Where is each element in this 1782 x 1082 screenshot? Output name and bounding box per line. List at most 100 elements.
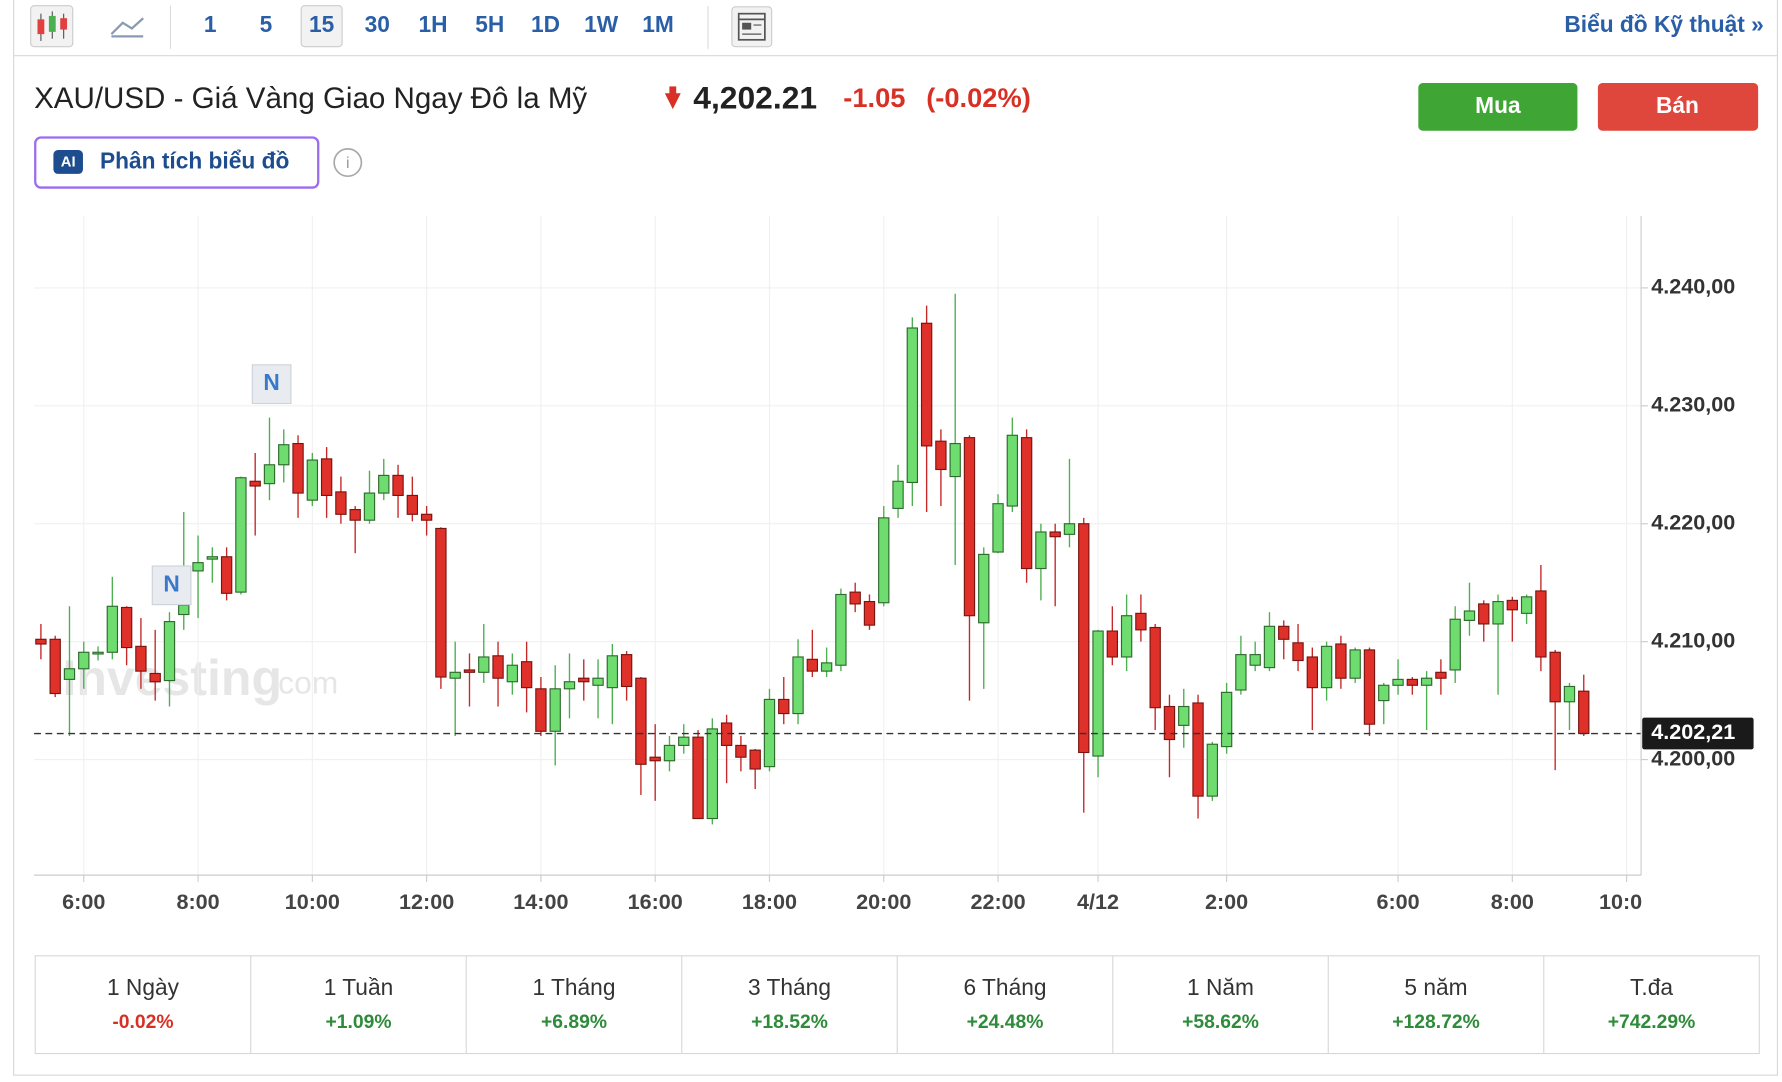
candle-body xyxy=(192,562,204,572)
sell-button[interactable] xyxy=(1597,82,1759,131)
candle-body xyxy=(578,677,590,683)
interval-option[interactable]: 5 xyxy=(260,11,273,37)
price-change: -1.05 xyxy=(843,82,905,113)
candle-body xyxy=(1392,678,1404,686)
y-tick-label: 4.240,00 xyxy=(1651,274,1735,299)
candle-body xyxy=(1035,531,1047,570)
info-icon[interactable] xyxy=(333,148,363,178)
candle-body xyxy=(49,638,61,695)
candle-body xyxy=(363,492,376,521)
candle-body xyxy=(1363,649,1376,725)
candle-body xyxy=(1435,671,1447,679)
y-tick-label: 4.230,00 xyxy=(1651,392,1735,417)
candle-body xyxy=(1292,642,1304,662)
candle-body xyxy=(892,480,904,509)
candle-body xyxy=(1249,654,1261,666)
line-icon[interactable] xyxy=(110,17,144,38)
x-tick-label: 8:00 xyxy=(1491,889,1534,914)
news-marker[interactable] xyxy=(151,565,192,606)
buy-button[interactable] xyxy=(1418,82,1578,131)
x-tick-label: 10:00 xyxy=(285,889,340,914)
candle-body xyxy=(1149,626,1161,709)
candle-body xyxy=(635,677,647,765)
ai-badge: AI xyxy=(61,154,76,170)
candle-body xyxy=(1578,690,1590,735)
candle-body xyxy=(849,591,861,605)
candle-body xyxy=(206,556,219,560)
candle-body xyxy=(106,605,119,653)
news-marker[interactable] xyxy=(251,364,292,405)
candle-body xyxy=(1335,643,1347,679)
candle-icon[interactable] xyxy=(30,5,74,48)
last-price-box xyxy=(1642,717,1754,750)
period-label: 3 Tháng xyxy=(748,974,831,1000)
interval-option[interactable]: 1D xyxy=(531,11,560,37)
candle-body xyxy=(149,672,161,683)
candle-body xyxy=(906,327,919,484)
candle-body xyxy=(1320,645,1333,689)
candle-body xyxy=(1163,705,1176,741)
layout-icon[interactable] xyxy=(731,6,773,48)
candle-body xyxy=(735,744,747,758)
last-price: 4,202.21 xyxy=(693,79,817,115)
candle-body xyxy=(320,458,333,496)
period-label: 1 Tháng xyxy=(533,974,616,1000)
period-change: +18.52% xyxy=(751,1012,828,1033)
candle-body xyxy=(1178,705,1190,726)
ai-button[interactable] xyxy=(34,136,320,189)
x-tick-label: 10:00 xyxy=(1599,889,1654,914)
candle-body xyxy=(663,744,676,762)
x-tick-label: 4/12 xyxy=(1077,889,1119,914)
x-tick-label: 22:00 xyxy=(970,889,1025,914)
x-tick-label: 6:00 xyxy=(62,889,105,914)
candle-body xyxy=(820,662,833,672)
y-tick-label: 4.220,00 xyxy=(1651,509,1735,534)
news-marker-label[interactable]: N xyxy=(163,570,179,596)
x-tick-label: 18:00 xyxy=(742,889,797,914)
candle-body xyxy=(963,437,976,617)
interval-option[interactable]: 1M xyxy=(642,11,674,37)
interval-option[interactable]: 5H xyxy=(475,11,504,37)
y-tick-label: 4.200,00 xyxy=(1651,745,1735,770)
candle-body xyxy=(178,604,190,616)
candle-body xyxy=(692,736,704,820)
candle-body xyxy=(835,593,847,666)
x-tick-label: 14:00 xyxy=(513,889,568,914)
candle-body xyxy=(1406,678,1419,686)
candle-body xyxy=(1049,531,1061,538)
candle-body xyxy=(520,661,533,689)
candle-body xyxy=(935,440,947,471)
period-label: 6 Tháng xyxy=(964,974,1047,1000)
news-marker-label[interactable]: N xyxy=(263,369,279,395)
period-change: +24.48% xyxy=(967,1012,1044,1033)
interval-option[interactable]: 30 xyxy=(365,11,390,37)
down-arrow xyxy=(664,93,681,110)
candle-body xyxy=(92,651,104,655)
candle-body xyxy=(806,658,819,672)
interval-option[interactable]: 1W xyxy=(584,11,619,37)
candle-body xyxy=(1378,684,1390,702)
technical-chart-link[interactable]: Biểu đồ Kỹ thuật » xyxy=(1564,11,1763,37)
period-change: +6.89% xyxy=(541,1012,607,1033)
period-label: 1 Ngày xyxy=(107,974,180,1000)
candle-body xyxy=(706,728,719,820)
down-arrow-stem xyxy=(669,86,677,96)
period-change: +742.29% xyxy=(1608,1012,1696,1033)
candle-body xyxy=(792,656,804,715)
interval-option[interactable]: 15 xyxy=(309,11,334,37)
period-change: +1.09% xyxy=(325,1012,391,1033)
candle-body xyxy=(920,322,933,447)
candle-body xyxy=(549,688,561,732)
sell-label[interactable]: Bán xyxy=(1656,92,1699,118)
interval-option[interactable]: 1H xyxy=(418,11,447,37)
interval-option[interactable]: 1 xyxy=(204,11,217,37)
candle-body xyxy=(349,509,361,521)
candle-body xyxy=(492,655,504,679)
candle-body xyxy=(878,517,890,604)
x-tick-label: 8:00 xyxy=(176,889,219,914)
ai-label[interactable]: Phân tích biểu đồ xyxy=(100,148,289,174)
candle-body xyxy=(1006,434,1019,507)
buy-label[interactable]: Mua xyxy=(1475,92,1521,118)
candle-body xyxy=(563,681,576,690)
